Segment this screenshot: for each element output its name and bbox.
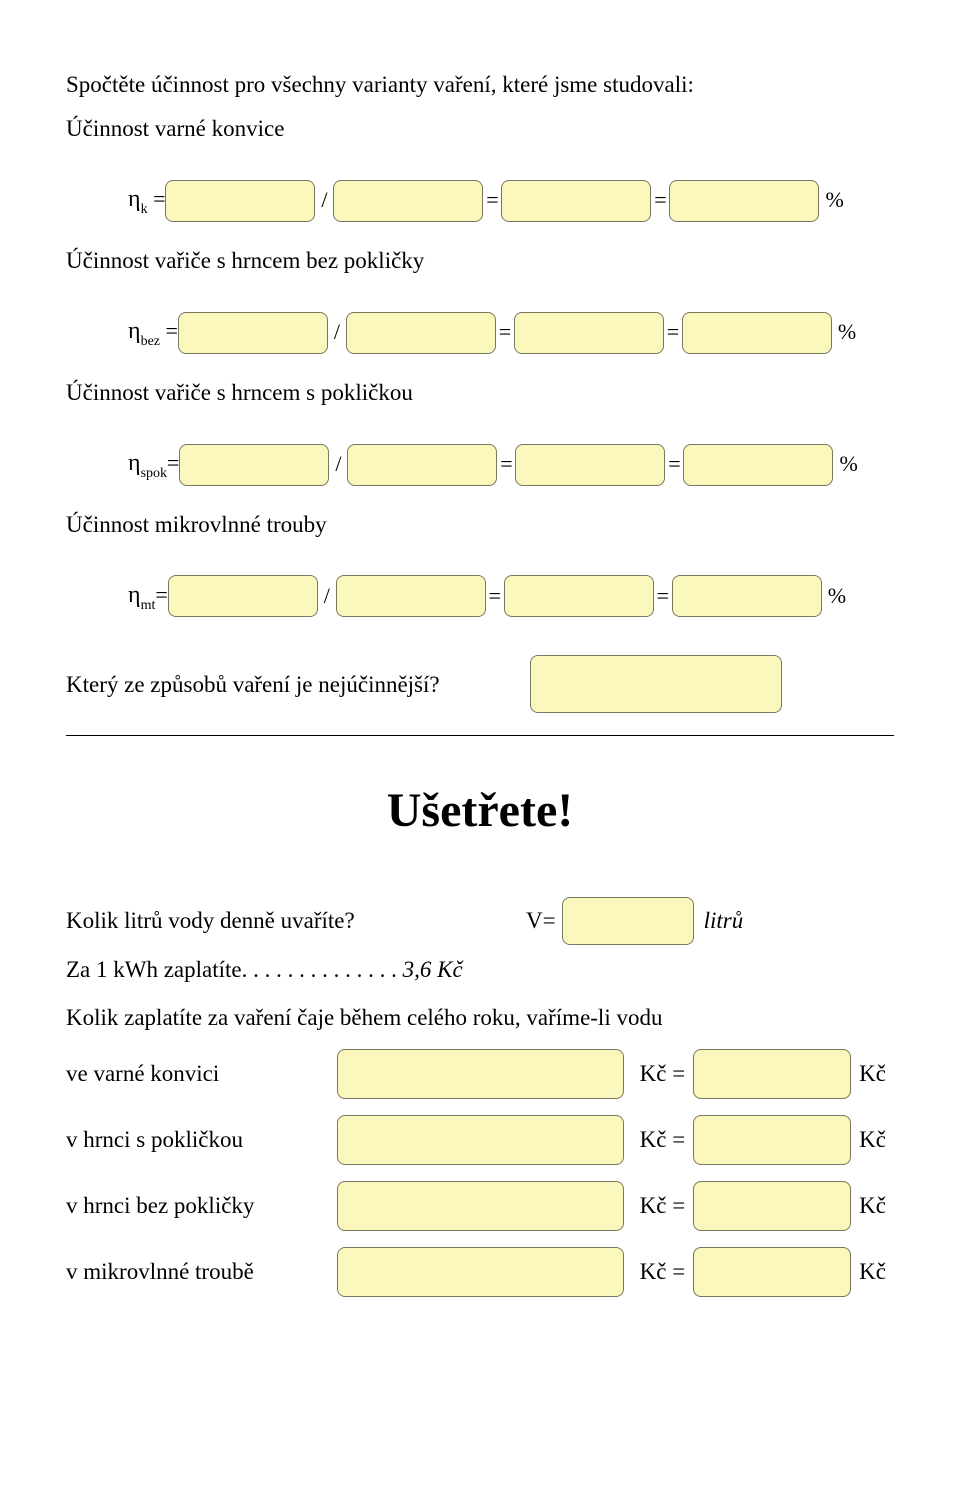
annual-question: Kolik zaplatíte za vaření čaje během cel… (66, 1003, 894, 1033)
currency-eq: Kč = (640, 1125, 686, 1155)
section-label-microwave: Účinnost mikrovlnné trouby (66, 510, 894, 540)
percent: % (828, 582, 846, 611)
input-microwave-res2[interactable] (672, 575, 822, 617)
eta-symbol-pot-lid: ηspok= (128, 448, 179, 482)
slash: / (328, 318, 346, 347)
section-label-pot-nolid: Účinnost vařiče s hrncem bez pokličky (66, 246, 894, 276)
pay-microwave-result[interactable] (693, 1247, 851, 1297)
pay-pot-lid-result[interactable] (693, 1115, 851, 1165)
currency: Kč (859, 1257, 886, 1287)
equals: = (496, 318, 514, 347)
input-pot-nolid-num[interactable] (178, 312, 328, 354)
pay-label-kettle: ve varné konvici (66, 1059, 337, 1089)
input-kettle-res1[interactable] (501, 180, 651, 222)
pay-row-pot-lid: v hrnci s pokličkou Kč = Kč (66, 1115, 894, 1165)
currency: Kč (859, 1125, 886, 1155)
intro-text: Spočtěte účinnost pro všechny varianty v… (66, 70, 894, 100)
input-kettle-num[interactable] (165, 180, 315, 222)
input-microwave-den[interactable] (336, 575, 486, 617)
slash: / (318, 582, 336, 611)
equals: = (651, 186, 669, 215)
section-label-pot-lid: Účinnost vařiče s hrncem s pokličkou (66, 378, 894, 408)
eq-row-pot-lid: ηspok= / = = % (66, 444, 894, 486)
best-method-answer-field[interactable] (530, 655, 782, 713)
eq-row-microwave: ηmt= / = = % (66, 575, 894, 617)
currency-eq: Kč = (640, 1059, 686, 1089)
pay-label-pot-lid: v hrnci s pokličkou (66, 1125, 337, 1155)
input-pot-nolid-den[interactable] (346, 312, 496, 354)
currency: Kč (859, 1191, 886, 1221)
liters-question: Kolik litrů vody denně uvaříte? (66, 906, 516, 936)
equals: = (486, 582, 504, 611)
equals: = (497, 450, 515, 479)
pay-kettle-calc[interactable] (337, 1049, 623, 1099)
best-method-row: Který ze způsobů vaření je nejúčinnější? (66, 655, 894, 713)
slash: / (315, 186, 333, 215)
best-method-question: Který ze způsobů vaření je nejúčinnější? (66, 670, 440, 700)
eta-symbol-microwave: ηmt= (128, 580, 168, 614)
price-line: Za 1 kWh zaplatíte. . . . . . . . . . . … (66, 955, 463, 985)
input-pot-nolid-res2[interactable] (682, 312, 832, 354)
eq-row-pot-nolid: ηbez = / = = % (66, 312, 894, 354)
input-microwave-num[interactable] (168, 575, 318, 617)
pay-label-microwave: v mikrovlnné troubě (66, 1257, 337, 1287)
input-pot-lid-num[interactable] (179, 444, 329, 486)
eta-symbol-kettle: ηk = (128, 184, 165, 218)
save-title: Ušetřete! (66, 780, 894, 842)
slash: / (329, 450, 347, 479)
section-label-kettle: Účinnost varné konvice (66, 114, 894, 144)
pay-pot-nolid-result[interactable] (693, 1181, 851, 1231)
equals: = (665, 450, 683, 479)
equals: = (654, 582, 672, 611)
pay-pot-lid-calc[interactable] (337, 1115, 623, 1165)
input-pot-lid-res2[interactable] (683, 444, 833, 486)
V-equals: V= (526, 906, 556, 936)
pay-row-pot-nolid: v hrnci bez pokličky Kč = Kč (66, 1181, 894, 1231)
divider-rule (66, 735, 894, 736)
currency-eq: Kč = (640, 1191, 686, 1221)
pay-microwave-calc[interactable] (337, 1247, 623, 1297)
input-pot-lid-res1[interactable] (515, 444, 665, 486)
equals: = (483, 186, 501, 215)
liters-row: Kolik litrů vody denně uvaříte? V= litrů (66, 897, 894, 945)
pay-label-pot-nolid: v hrnci bez pokličky (66, 1191, 337, 1221)
eq-row-kettle: ηk = / = = % (66, 180, 894, 222)
input-kettle-res2[interactable] (669, 180, 819, 222)
pay-pot-nolid-calc[interactable] (337, 1181, 623, 1231)
input-kettle-den[interactable] (333, 180, 483, 222)
currency-eq: Kč = (640, 1257, 686, 1287)
equals: = (664, 318, 682, 347)
input-microwave-res1[interactable] (504, 575, 654, 617)
percent: % (838, 318, 856, 347)
eta-symbol-pot-nolid: ηbez = (128, 316, 178, 350)
input-pot-nolid-res1[interactable] (514, 312, 664, 354)
pay-kettle-result[interactable] (693, 1049, 851, 1099)
liters-input[interactable] (562, 897, 694, 945)
currency: Kč (859, 1059, 886, 1089)
pay-row-kettle: ve varné konvici Kč = Kč (66, 1049, 894, 1099)
pay-row-microwave: v mikrovlnné troubě Kč = Kč (66, 1247, 894, 1297)
percent: % (825, 186, 843, 215)
price-row: Za 1 kWh zaplatíte. . . . . . . . . . . … (66, 955, 894, 985)
liters-unit: litrů (704, 906, 744, 936)
input-pot-lid-den[interactable] (347, 444, 497, 486)
percent: % (839, 450, 857, 479)
